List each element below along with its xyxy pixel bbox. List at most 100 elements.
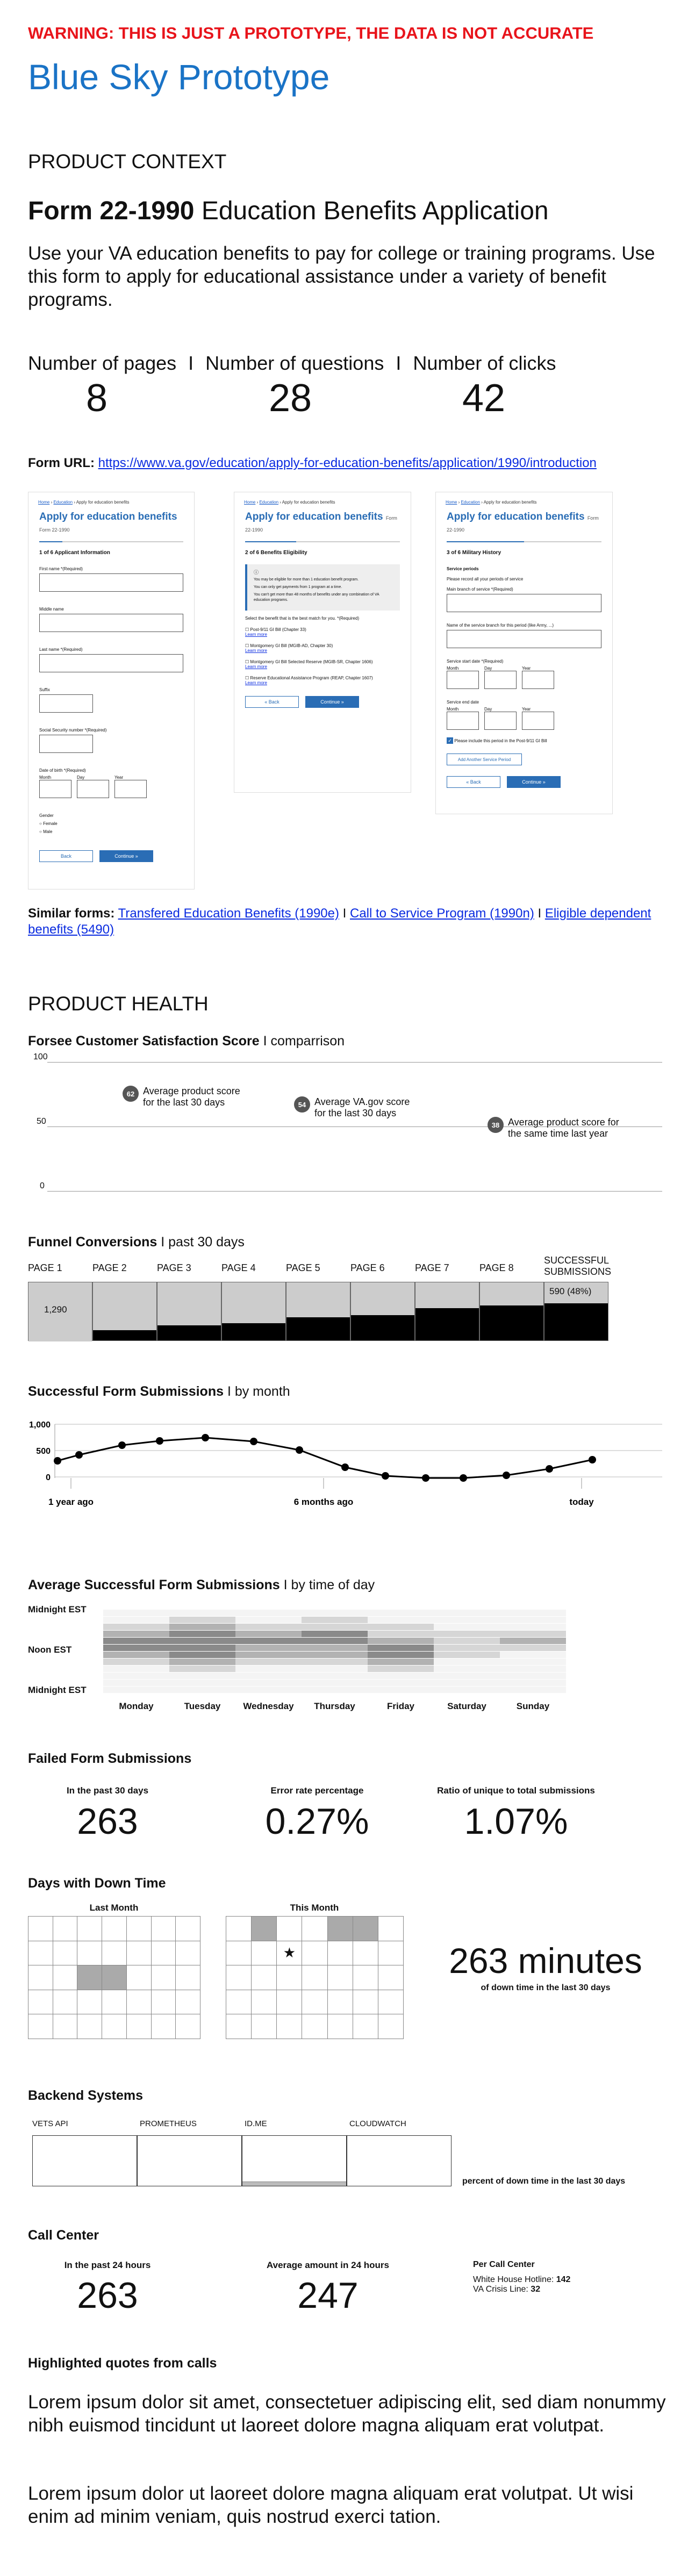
similar-form-link-1990n[interactable]: Call to Service Program (1990n) (350, 906, 534, 921)
heatmap-cell (302, 1666, 368, 1673)
branch-select[interactable] (447, 594, 601, 612)
heatmap-cell (368, 1652, 434, 1659)
field-label: Please record all your periods of servic… (447, 577, 524, 582)
crumb-home[interactable]: Home (38, 500, 50, 505)
start-year[interactable]: Year (522, 666, 554, 689)
x-tick-label: 1 year ago (48, 1497, 94, 1507)
heatmap-cell (103, 1659, 169, 1666)
call-center-line: White House Hotline: 142 (473, 2275, 571, 2284)
data-point (75, 1451, 83, 1459)
x-tick-label: today (569, 1497, 594, 1507)
calendar-day (28, 1916, 53, 1941)
calendar-day (327, 1940, 353, 1966)
start-month[interactable]: Month (447, 666, 479, 689)
failed-stat-value: 263 (77, 1801, 138, 1842)
form-stats: Number of pages I Number of questions I Nu… (28, 352, 556, 375)
quote-text: Lorem ipsum dolor ut laoreet dolore magn… (28, 2483, 634, 2527)
benefit-option[interactable]: ☐ Montgomery GI Bill Selected Reserve (M… (245, 659, 373, 669)
backend-label-prometheus: PROMETHEUS (140, 2119, 197, 2128)
form-id: Form 22-1990 (28, 197, 195, 225)
funnel-page-label: PAGE 5 (286, 1262, 320, 1273)
stat-label-pages: Number of pages (28, 352, 177, 374)
gender-female-radio[interactable]: ○ Female (39, 821, 58, 826)
form-url-link[interactable]: https://www.va.gov/education/apply-for-e… (98, 456, 597, 470)
end-month[interactable]: Month (447, 707, 479, 730)
calendar-day (102, 1940, 127, 1966)
funnel-column (92, 1282, 157, 1341)
benefit-option[interactable]: ☐ Montgomery GI Bill (MGIB-AD, Chapter 3… (245, 643, 333, 653)
heatmap-cell (235, 1638, 302, 1645)
add-service-period-button[interactable]: Add Another Service Period (447, 754, 522, 765)
backend-box-vets-api (32, 2135, 137, 2186)
last-name-input[interactable] (39, 654, 183, 672)
csat-marker-last-year: 38 Average product score for the same ti… (488, 1117, 632, 1139)
field-label: First name *(Required) (39, 566, 83, 571)
dob-day[interactable]: Day (77, 775, 109, 798)
heatmap-cell (500, 1680, 566, 1687)
first-name-input[interactable] (39, 573, 183, 592)
backend-label-idme: ID.ME (245, 2119, 267, 2128)
heatmap-cell (302, 1687, 368, 1694)
back-button[interactable]: « Back (447, 776, 500, 788)
calendar-day (77, 1989, 103, 2015)
crumb-education[interactable]: Education (259, 500, 279, 505)
crumb-home[interactable]: Home (446, 500, 457, 505)
dob-year[interactable]: Year (114, 775, 147, 798)
continue-button[interactable]: Continue » (99, 850, 153, 862)
suffix-select[interactable] (39, 694, 93, 713)
benefit-option[interactable]: ☐ Post-9/11 GI Bill (Chapter 33) Learn mo… (245, 627, 306, 637)
funnel-page-label: PAGE 3 (157, 1262, 191, 1273)
back-button[interactable]: « Back (245, 696, 299, 708)
calendar-day (251, 1940, 277, 1966)
calendar-last-month (28, 1916, 200, 2039)
error-rate-label: Error rate percentage (270, 1785, 364, 1796)
similar-forms: Similar forms: Transfered Education Bene… (28, 906, 651, 937)
include-period-checkbox[interactable]: ✓ Please include this period in the Post… (436, 737, 612, 744)
calendar-day (352, 1965, 378, 1990)
calls-avg-label: Average amount in 24 hours (267, 2260, 389, 2270)
this-month-label: This Month (290, 1903, 339, 1913)
similar-form-link-5490[interactable]: Eligible dependent benefits (5490) (28, 906, 651, 937)
heatmap-cell (103, 1687, 169, 1694)
per-call-center-title: Per Call Center (473, 2260, 535, 2269)
time-axis-label: Noon EST (28, 1645, 72, 1655)
heatmap-cell (169, 1638, 235, 1645)
calendar-day (102, 2014, 127, 2039)
crumb-home[interactable]: Home (244, 500, 256, 505)
back-button[interactable]: Back (39, 850, 93, 862)
continue-button[interactable]: Continue » (507, 776, 561, 788)
heatmap-cell (235, 1617, 302, 1624)
crumb-education[interactable]: Education (461, 500, 481, 505)
heatmap-cell (434, 1687, 500, 1694)
start-day[interactable]: Day (484, 666, 517, 689)
ssn-input[interactable] (39, 735, 93, 753)
data-point (202, 1434, 209, 1441)
gender-male-radio[interactable]: ○ Male (39, 829, 53, 834)
funnel-page-label: SUCCESSFUL SUBMISSIONS (544, 1255, 612, 1277)
end-year[interactable]: Year (522, 707, 554, 730)
middle-name-input[interactable] (39, 614, 183, 632)
continue-button[interactable]: Continue » (305, 696, 359, 708)
end-day[interactable]: Day (484, 707, 517, 730)
heatmap-cell (434, 1631, 500, 1638)
heatmap-cell (235, 1687, 302, 1694)
heatmap-cell (368, 1617, 434, 1624)
last-month-label: Last Month (89, 1903, 139, 1913)
branch-name-input[interactable] (447, 630, 601, 648)
field-label: Social Security number *(Required) (39, 728, 107, 733)
form-url-label: Form URL: (28, 456, 95, 470)
similar-form-link-1990e[interactable]: Transfered Education Benefits (1990e) (118, 906, 339, 921)
dob-month[interactable]: Month (39, 775, 71, 798)
calendar-day (251, 1916, 277, 1941)
day-label: Friday (386, 1701, 415, 1711)
heatmap-cell (368, 1673, 434, 1680)
calendar-day (327, 1965, 353, 1990)
csat-tick-0: 0 (40, 1181, 45, 1190)
calendar-day (226, 2014, 252, 2039)
funnel-chart: PAGE 1 PAGE 2 PAGE 3 PAGE 4 PAGE 5 PAGE 6 PAGE… (28, 1255, 612, 1349)
crumb-education[interactable]: Education (53, 500, 73, 505)
heatmap-cell (368, 1631, 434, 1638)
benefit-option[interactable]: ☐ Reserve Educational Assistance Program… (245, 676, 373, 685)
funnel-title: Funnel Conversions I past 30 days (28, 1235, 245, 1250)
funnel-page-label: PAGE 4 (221, 1262, 256, 1273)
